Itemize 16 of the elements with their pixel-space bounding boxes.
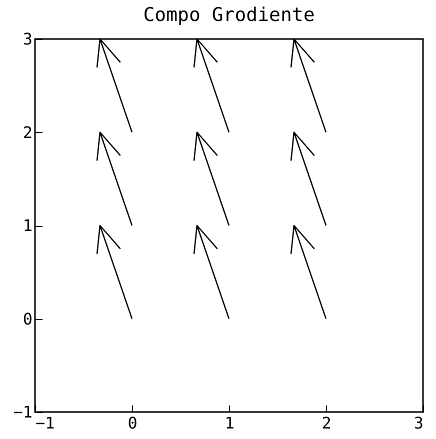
chart-title: Compo Grodiente (143, 4, 315, 26)
line-series (290, 224, 327, 320)
line-series (193, 224, 230, 320)
x-tick-label: 1 (224, 414, 234, 432)
x-tick-label: 2 (322, 414, 332, 432)
x-tick-label: 3 (414, 414, 424, 432)
y-tick-label: 1 (22, 216, 32, 235)
line-series (193, 132, 230, 226)
x-tick-label: 0 (128, 414, 138, 432)
y-tick-label: 0 (22, 309, 32, 328)
y-tick-label: 3 (22, 30, 32, 48)
x-tick-label: −1 (36, 414, 55, 432)
line-series (290, 132, 327, 226)
line-series (96, 132, 133, 226)
line-series (96, 224, 133, 320)
y-tick-label: 2 (22, 122, 32, 142)
